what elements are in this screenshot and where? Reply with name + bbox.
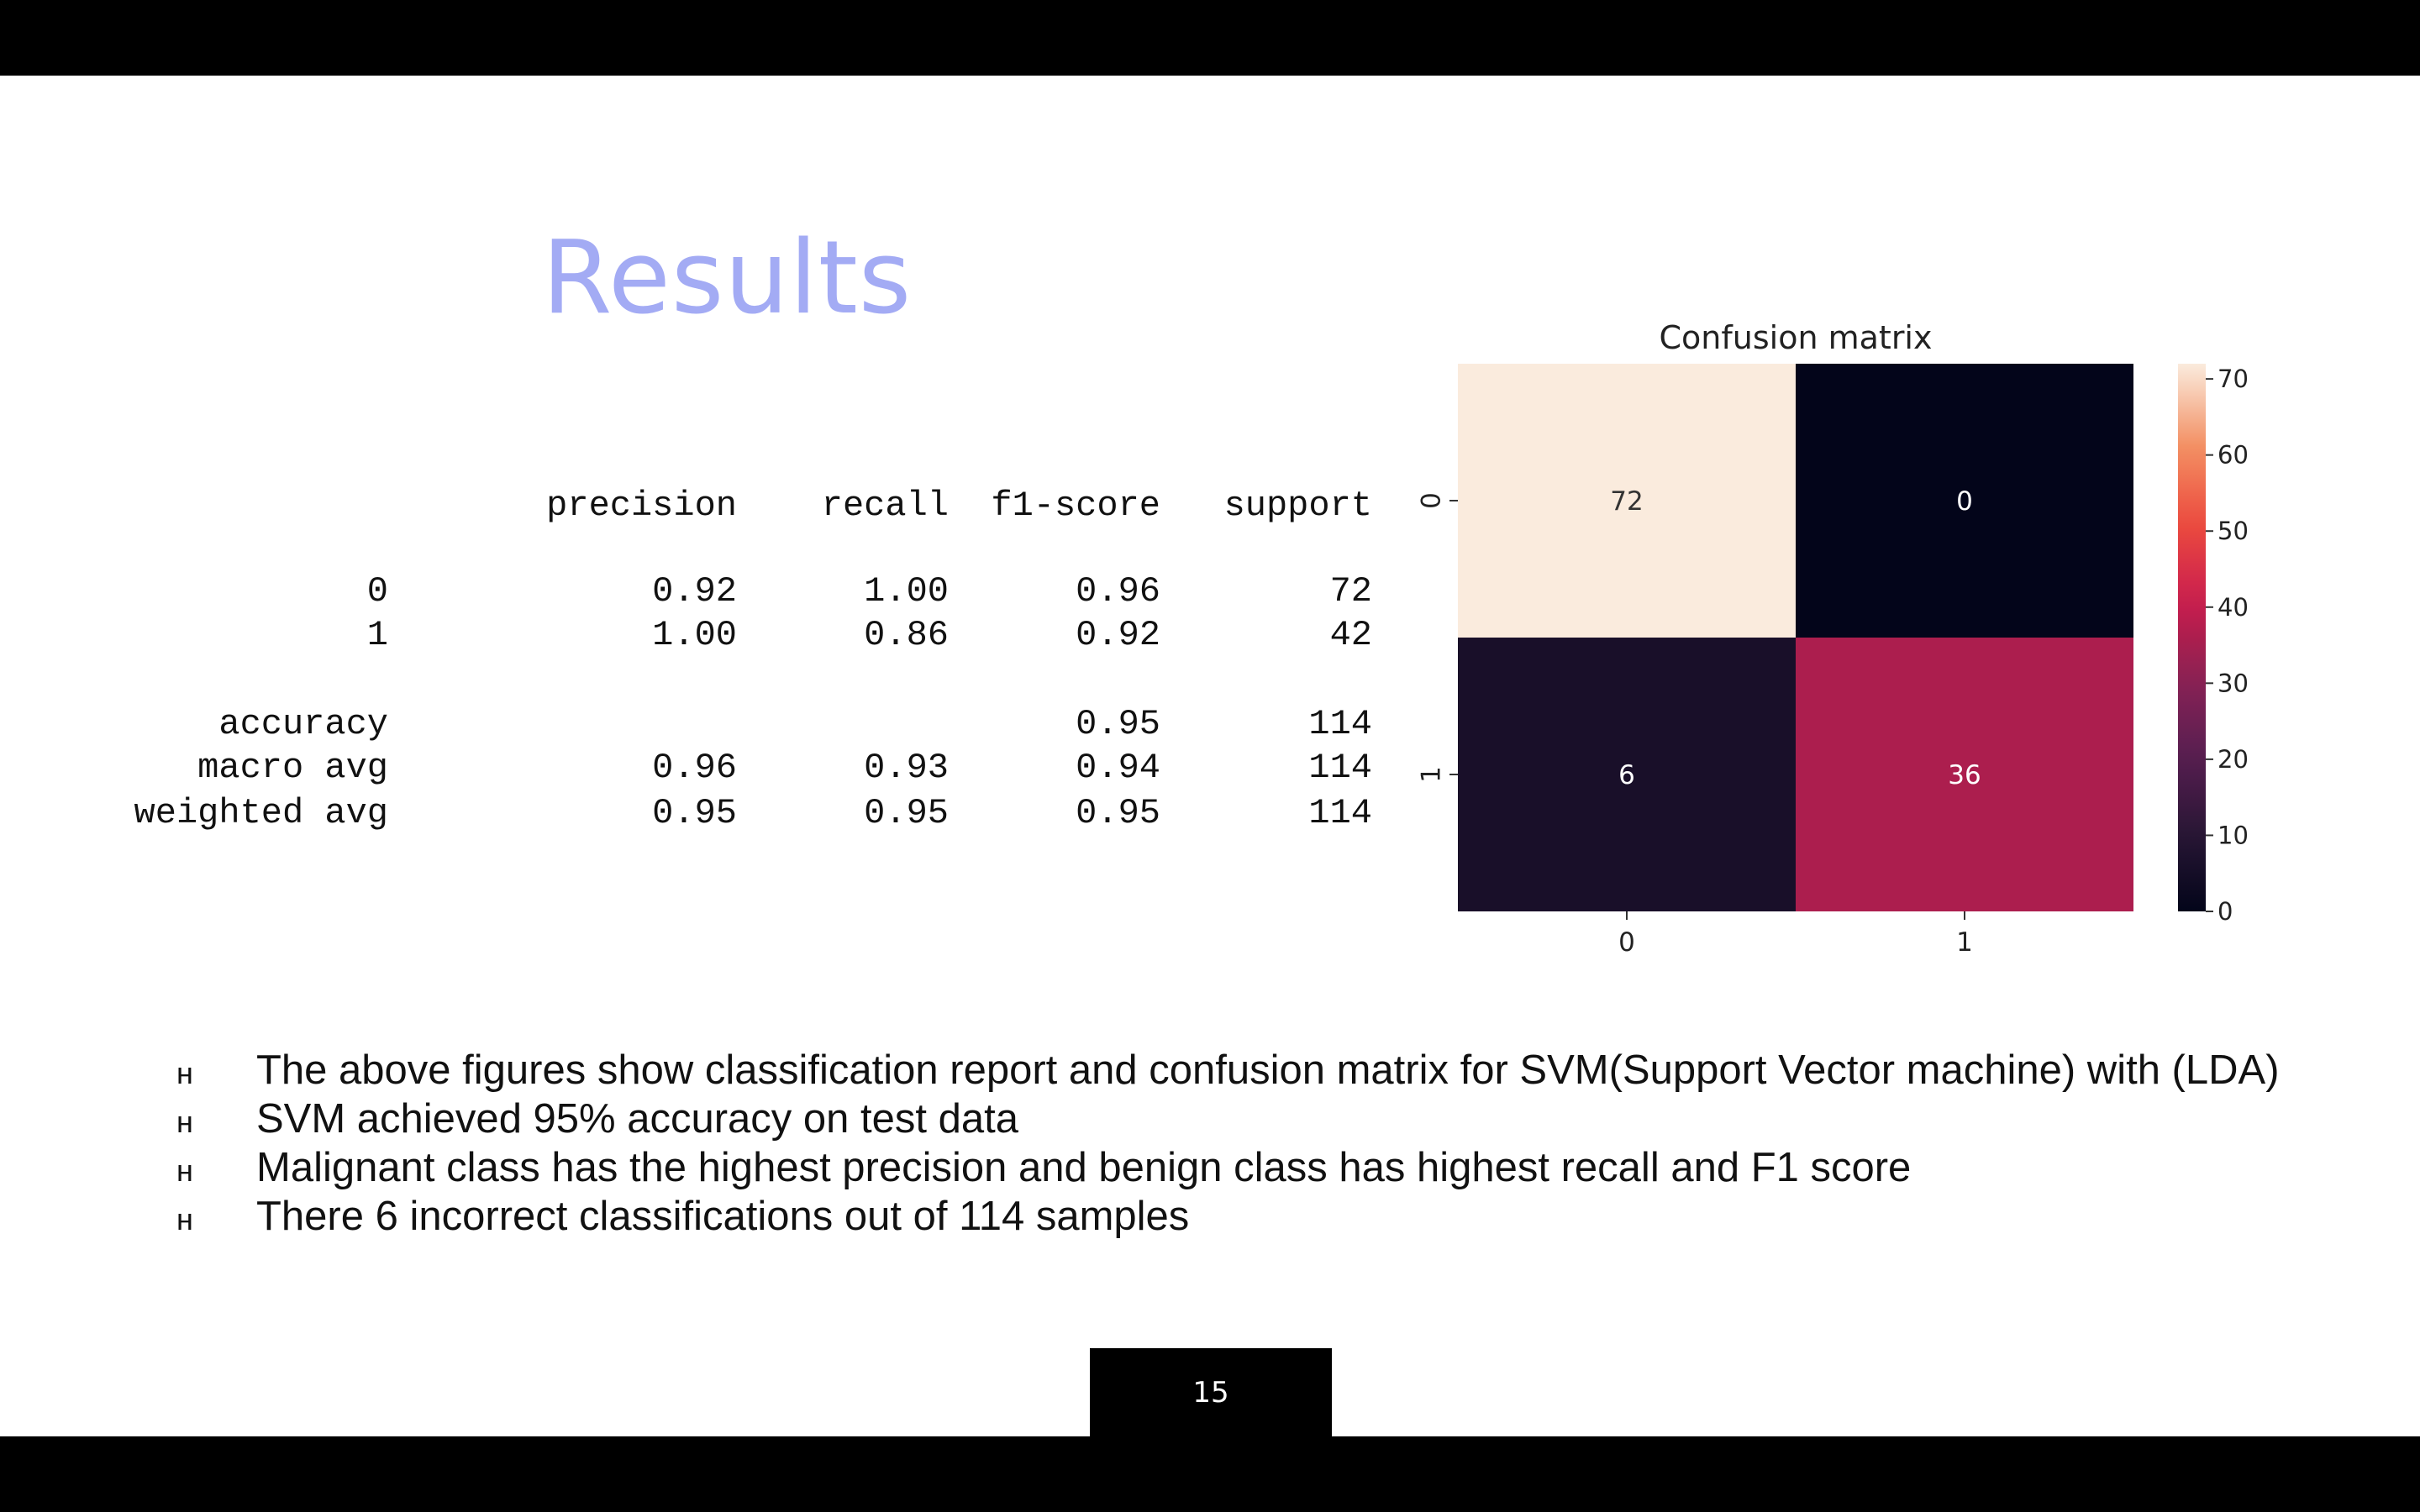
report-cell: 0.86 [864,615,949,655]
bullet-text: The above figures show classification re… [256,1047,2280,1093]
bullet-item: н Malignant class has the highest precisi… [168,1143,2336,1192]
report-row: 1 1.00 0.86 0.92 42 [118,615,1372,659]
heatmap-cell [1458,364,1796,638]
report-cell: 1.00 [864,571,949,612]
report-cell: 114 [1308,793,1372,833]
report-cell: 0.95 [1076,793,1160,833]
y-tick-label: 0 [1417,492,1447,509]
report-row: accuracy 0.95 114 [118,704,1372,748]
cell-value-label: 72 [1610,486,1643,517]
heatmap-cell [1458,638,1796,911]
bottom-black-bar [0,1436,2420,1512]
colorbar [2178,364,2206,911]
x-tick-label: 1 [1956,927,1973,958]
report-cell: 1 [366,615,388,655]
report-cell: macro avg [197,748,388,788]
bullet-marker: н [176,1105,193,1139]
bullet-item: н The above figures show classification r… [168,1046,2336,1095]
bullet-text: Malignant class has the highest precisio… [256,1145,1912,1190]
page-number: 15 [1192,1376,1229,1410]
colorbar-tick-label: 40 [2217,593,2249,622]
heatmap-cell [1796,638,2133,911]
report-cell: 114 [1308,748,1372,788]
report-cell: 0.95 [652,793,737,833]
slide-title: Results [542,220,913,337]
report-cell: 1.00 [652,615,737,655]
x-tick-label: 0 [1618,927,1635,958]
report-cell: 0.95 [864,793,949,833]
cell-value-label: 36 [1948,760,1981,790]
top-black-bar [0,0,2420,76]
bullet-marker: н [176,1202,193,1236]
colorbar-tick-label: 10 [2217,821,2249,849]
report-cell: 72 [1329,571,1372,612]
report-cell: 0.96 [1076,571,1160,612]
bullet-text: SVM achieved 95% accuracy on test data [256,1096,1019,1142]
y-tick-label: 1 [1417,766,1447,783]
chart-title: Confusion matrix [1660,319,1933,356]
colorbar-tick-label: 70 [2217,365,2249,393]
colorbar-tick-label: 0 [2217,897,2233,926]
report-cell: 0.92 [1076,615,1160,655]
report-header-cell: precision [546,486,737,526]
report-header-cell: f1-score [991,486,1160,526]
report-cell: 0 [366,571,388,612]
report-row: weighted avg 0.95 0.95 0.95 114 [118,793,1372,837]
bullet-text: There 6 incorrect classifications out of… [256,1194,1190,1239]
colorbar-tick-label: 30 [2217,669,2249,697]
cell-value-label: 0 [1956,486,1973,517]
report-cell: 114 [1308,704,1372,744]
bullet-list: н The above figures show classification r… [168,1046,2336,1241]
report-cell: 0.92 [652,571,737,612]
colorbar-tick-label: 50 [2217,517,2249,545]
bullet-item: н There 6 incorrect classifications out o… [168,1192,2336,1241]
report-row: 0 0.92 1.00 0.96 72 [118,571,1372,615]
page-number-box: 15 [1090,1348,1332,1437]
classification-report: precision recall f1-score support 0 0.92 1.00 0… [118,470,1372,857]
report-cell: 0.95 [1076,704,1160,744]
confusion-matrix-chart: Confusion matrix 72 0 6 36 0 1 0 1 0 10 20 30 40 50 60 7… [1378,311,2319,983]
colorbar-tick-label: 60 [2217,441,2249,470]
report-header-cell: support [1223,486,1372,526]
colorbar-tick-label: 20 [2217,745,2249,774]
report-cell: 0.93 [864,748,949,788]
report-header-row: precision recall f1-score support [118,486,1372,529]
report-cell: 42 [1329,615,1372,655]
report-header-cell: recall [821,486,949,526]
bullet-marker: н [176,1153,193,1188]
report-cell: accuracy [218,704,388,744]
report-cell: 0.96 [652,748,737,788]
report-cell: weighted avg [134,793,388,833]
cell-value-label: 6 [1618,760,1635,790]
bullet-item: н SVM achieved 95% accuracy on test data [168,1095,2336,1143]
report-row: macro avg 0.96 0.93 0.94 114 [118,748,1372,791]
report-cell: 0.94 [1076,748,1160,788]
heatmap-cell [1796,364,2133,638]
bullet-marker: н [176,1056,193,1090]
